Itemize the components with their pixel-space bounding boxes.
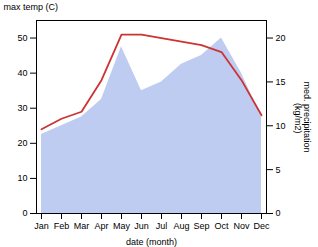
svg-text:Jul: Jul [156,221,168,231]
svg-text:5: 5 [276,165,281,175]
svg-text:20: 20 [276,33,286,43]
svg-text:Feb: Feb [54,221,70,231]
svg-text:20: 20 [17,138,27,148]
svg-text:max temp (C): max temp (C) [4,2,59,12]
svg-text:med. precipitation (kg/m2): med. precipitation (kg/m2) [293,81,312,152]
svg-text:May: May [113,221,131,231]
svg-text:Jan: Jan [34,221,49,231]
svg-text:15: 15 [276,77,286,87]
svg-text:0: 0 [22,208,27,218]
svg-text:10: 10 [17,173,27,183]
svg-text:Apr: Apr [94,221,108,231]
svg-text:Dec: Dec [253,221,270,231]
svg-text:0: 0 [276,208,281,218]
svg-text:Aug: Aug [173,221,189,231]
svg-text:Nov: Nov [233,221,250,231]
svg-text:Oct: Oct [214,221,229,231]
svg-text:50: 50 [17,33,27,43]
svg-text:Jun: Jun [134,221,149,231]
svg-text:10: 10 [276,121,286,131]
svg-text:date (month): date (month) [126,237,177,247]
svg-text:Mar: Mar [74,221,90,231]
svg-text:30: 30 [17,103,27,113]
svg-text:40: 40 [17,68,27,78]
svg-text:Sep: Sep [193,221,209,231]
